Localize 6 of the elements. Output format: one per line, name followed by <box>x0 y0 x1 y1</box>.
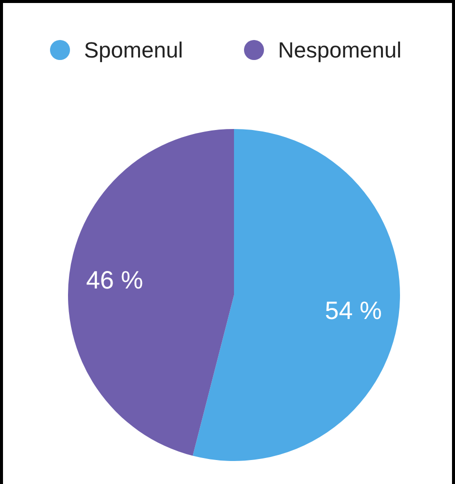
pie-slice <box>192 129 400 461</box>
data-label: 54 % <box>324 296 382 325</box>
legend-label: Nespomenul <box>278 38 402 63</box>
legend-label: Spomenul <box>84 38 184 63</box>
data-label: 46 % <box>86 266 144 295</box>
pie-slice <box>68 129 234 456</box>
